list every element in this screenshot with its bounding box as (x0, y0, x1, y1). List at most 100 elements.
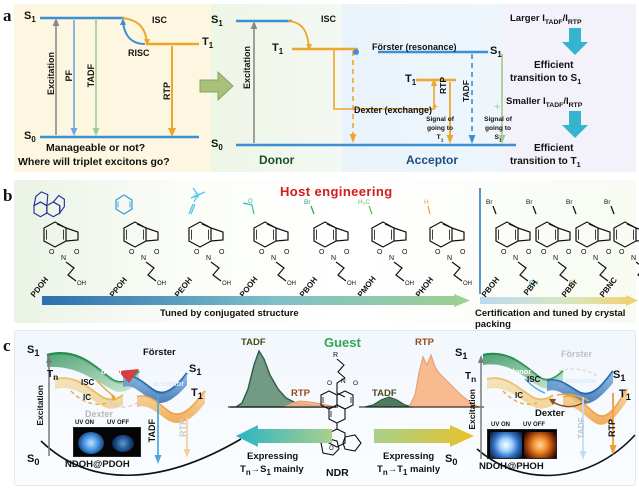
isc-arrowhead (144, 39, 150, 46)
top-ratio-prefix: Larger I (510, 13, 545, 24)
photo-uv-off-right (524, 432, 556, 458)
isc-arrowhead-left (111, 395, 117, 401)
acceptor-tadf-text: TADF (461, 80, 471, 103)
top-result-sub: 1 (577, 77, 582, 86)
label-rtp-left: RTP (162, 82, 172, 100)
molecule-pboh-left: Br O O N OH (304, 199, 356, 287)
donor-title: Donor (259, 153, 295, 167)
svg-text:Br: Br (526, 199, 533, 206)
bottom-result-sub: 1 (576, 160, 581, 169)
svg-text:O: O (329, 446, 334, 452)
svg-text:H: H (609, 281, 613, 287)
signal-t1-line2: going to (427, 125, 453, 132)
arrow-left-caption: Tuned by conjugated structure (160, 308, 299, 319)
molecule-pbh: Br O O N Br (526, 199, 575, 287)
acceptor-s1-fill-left (123, 373, 187, 404)
bottom-ratio-slash: /I (563, 96, 569, 107)
left-rtp-label: RTP (178, 419, 188, 437)
svg-text:N: N (389, 255, 394, 262)
expressing-arrow-right (374, 425, 474, 447)
donor-label-s1: S1 (211, 14, 223, 29)
spectrum-right-rtp-curve (408, 353, 480, 408)
photo-uv-off-left (112, 435, 134, 452)
forster-dash-arrowhead (349, 134, 357, 143)
svg-text:N: N (593, 255, 598, 262)
green-transition-arrow (199, 70, 234, 102)
svg-text:Br: Br (486, 199, 493, 206)
molecule-pboh-right: Br O O N OH (486, 199, 538, 287)
svg-text:O: O (284, 249, 290, 256)
expressing-left-l2: Tn→S1 mainly (240, 464, 304, 477)
jablonski-donor-acceptor: + + (236, 19, 516, 147)
donor-excitation-text: Excitation (242, 46, 252, 90)
bottom-result-text: transition to T (510, 156, 577, 167)
spectrum-right-tadf-label: TADF (372, 388, 397, 399)
molecule-pbnc: Br O O N N Br⁻ (604, 199, 639, 277)
svg-text:OH: OH (529, 281, 538, 287)
arrow-right-caption: Certification and tuned by crystal packi… (475, 308, 626, 330)
expr-right-c: mainly (407, 464, 441, 475)
bottom-ratio-sub2: RTP (568, 101, 583, 109)
left-label-s0: S0 (27, 453, 40, 468)
pf-arrowhead (70, 128, 78, 136)
svg-text:N: N (141, 255, 146, 262)
svg-text:O: O (154, 249, 160, 256)
svg-text:O: O (129, 249, 135, 256)
photo-inset-right (487, 429, 557, 459)
conclusion-arrow-top (562, 28, 588, 55)
svg-text:O: O (353, 380, 358, 387)
molecule-phoh-left: H O O N OH (424, 199, 472, 287)
svg-text:N: N (206, 255, 211, 262)
svg-text:O: O (402, 249, 408, 256)
conclusion-bottom-result-2: transition to T1 (510, 156, 581, 169)
svg-text:N: N (513, 255, 518, 262)
expr-right-sub2: 1 (402, 467, 408, 477)
panel-b-arrows (42, 294, 638, 307)
svg-text:Si: Si (194, 194, 199, 200)
dexter-arrowhead-right (549, 399, 556, 405)
svg-text:O: O (194, 249, 200, 256)
conclusion-top-result-2: transition to S1 (510, 73, 581, 86)
right-dexter-label: Dexter (535, 408, 565, 419)
top-ratio-sub1: TADF (544, 18, 563, 26)
label-s0-left: S0 (24, 130, 36, 145)
pes-right (476, 352, 636, 477)
donor-excitation-arrowhead (250, 21, 258, 29)
signal-t1-line3: T1 (436, 134, 444, 144)
svg-text:O: O (435, 249, 441, 256)
svg-text:OH: OH (222, 281, 231, 287)
label-risc: RISC (128, 48, 150, 58)
svg-text:O: O (566, 249, 572, 256)
expr-left-sub2: 1 (266, 467, 271, 477)
left-donor-label: donor (101, 367, 123, 376)
panel-letter-a: a (3, 6, 12, 25)
expressing-arrow-left (236, 425, 332, 447)
expr-left-b: →S (250, 464, 267, 475)
uv-off-label-right: UV OFF (523, 422, 545, 428)
acceptor-t1-fill-right (563, 389, 627, 425)
spectrum-right (359, 353, 484, 408)
plus-sign-orange: + (432, 101, 438, 113)
svg-text:Br: Br (604, 199, 611, 206)
right-acceptor-label: acceptor (565, 376, 597, 385)
panel-letter-c: c (3, 336, 11, 355)
svg-text:OH: OH (347, 281, 356, 287)
arrow-conjugated (42, 294, 470, 307)
svg-text:H: H (424, 199, 429, 206)
svg-text:O: O (460, 249, 466, 256)
uv-off-label-left: UV OFF (107, 420, 129, 426)
bottom-ratio-sub1: TADF (545, 101, 564, 109)
photo-uv-on-left (78, 432, 104, 454)
svg-text:O: O (219, 249, 225, 256)
svg-text:Br: Br (304, 199, 311, 206)
signal-s1-line1: Signal of (484, 116, 512, 123)
excitation-axis-arrowhead-right (478, 355, 484, 363)
donor-label-s0: S0 (211, 138, 223, 153)
left-isc-label: ISC (81, 378, 95, 387)
bottom-ratio-prefix: Smaller I (506, 96, 546, 107)
left-forster-label: Förster (143, 347, 176, 358)
label-s1-left: S1 (24, 10, 36, 25)
svg-text:O: O (49, 249, 55, 256)
ic-arrow-right (502, 390, 538, 405)
